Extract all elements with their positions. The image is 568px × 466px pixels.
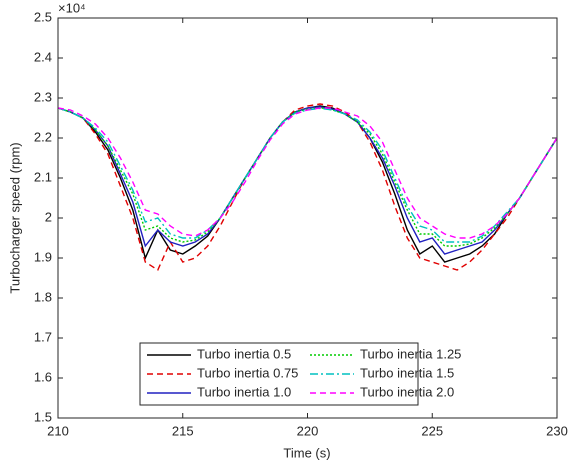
y-tick-label: 2.1 <box>34 169 52 184</box>
y-tick-label: 1.7 <box>34 329 52 344</box>
y-tick-label: 2.3 <box>34 89 52 104</box>
x-tick-label: 220 <box>297 423 319 438</box>
axes-box <box>57 17 558 419</box>
data-line <box>57 107 558 243</box>
x-tick-label: 230 <box>546 423 568 438</box>
x-tick-label: 215 <box>172 423 194 438</box>
y-tick-label: 1.8 <box>34 289 52 304</box>
legend-label: Turbo inertia 1.5 <box>360 365 454 380</box>
y-tick-label: 2.2 <box>34 129 52 144</box>
y-tick-label: 2.4 <box>34 49 52 64</box>
x-axis-label: Time (s) <box>283 445 330 460</box>
y-tick-label: 2.5 <box>34 9 52 24</box>
data-line <box>57 107 558 239</box>
y-tick-label: 1.9 <box>34 249 52 264</box>
x-tick-label: 210 <box>47 423 69 438</box>
y-multiplier: ×10⁴ <box>58 0 86 15</box>
data-line <box>57 106 558 255</box>
y-tick-label: 1.6 <box>34 369 52 384</box>
y-axis-label: Turbocharger speed (rpm) <box>7 142 22 293</box>
x-tick-label: 225 <box>421 423 443 438</box>
legend-label: Turbo inertia 2.0 <box>360 384 454 399</box>
legend-box <box>139 342 419 406</box>
legend-label: Turbo inertia 0.5 <box>197 346 291 361</box>
legend-label: Turbo inertia 1.0 <box>197 384 291 399</box>
y-tick-label: 2 <box>45 209 52 224</box>
legend-label: Turbo inertia 1.25 <box>360 346 461 361</box>
legend-label: Turbo inertia 0.75 <box>197 365 298 380</box>
data-line <box>57 103 558 272</box>
y-tick-label: 1.5 <box>34 409 52 424</box>
data-line <box>57 106 558 247</box>
